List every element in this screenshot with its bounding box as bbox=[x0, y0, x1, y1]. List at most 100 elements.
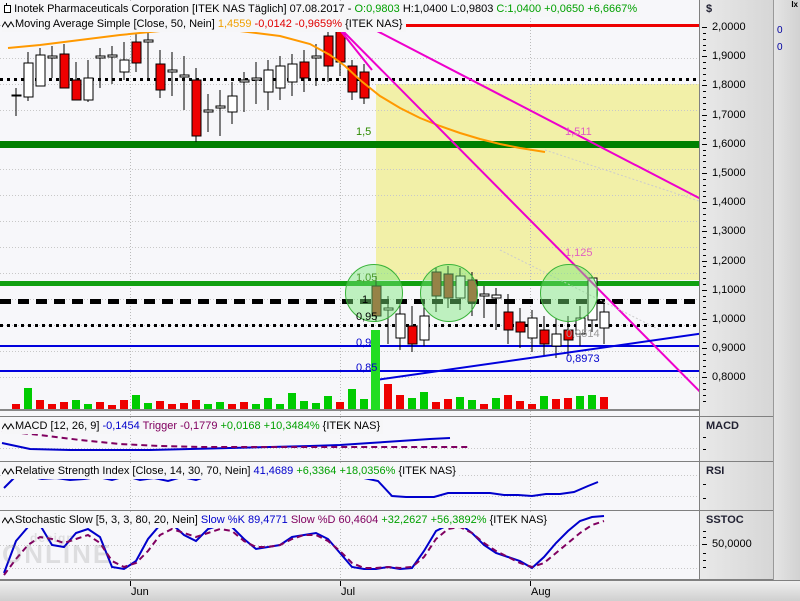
price-axis-minor-tick bbox=[703, 389, 706, 391]
price-axis-tick bbox=[702, 27, 707, 28]
ma-name: Moving Average Simple bbox=[15, 18, 131, 30]
macd-panel[interactable]: MACD [12, 26, 9] -0,1454 Trigger -0,1779… bbox=[0, 417, 726, 462]
instrument-header[interactable]: Inotek Pharmaceuticals Corporation [ITEK… bbox=[0, 2, 726, 17]
macd-trigger-label: Trigger bbox=[142, 420, 178, 432]
price-axis-minor-tick bbox=[703, 161, 706, 163]
support-line-0_9 bbox=[0, 345, 726, 347]
price-axis-minor-tick bbox=[703, 307, 706, 309]
stub-tick-0-b: 0 bbox=[777, 42, 783, 53]
price-axis-tick bbox=[702, 260, 707, 262]
price-axis-tick bbox=[702, 319, 707, 320]
high-value: H:1,0400 bbox=[402, 3, 448, 15]
change-percent: +6,6667% bbox=[587, 3, 638, 15]
support-line-0_85 bbox=[0, 370, 726, 372]
price-chart-canvas bbox=[0, 17, 726, 416]
price-axis-minor-tick bbox=[703, 208, 706, 210]
macd-change-percent: +10,3484% bbox=[263, 420, 320, 432]
stochastic-axis[interactable]: SSTOC 50,0000 bbox=[699, 511, 774, 580]
price-axis-minor-tick bbox=[703, 102, 706, 104]
price-axis[interactable]: $ 2,0000 1,9000 1,8000 1,7000 1,6000 1,5000 1,… bbox=[699, 0, 774, 417]
price-axis-label: 0,9000 bbox=[712, 342, 746, 355]
price-axis-minor-tick bbox=[703, 295, 706, 297]
ma-value: 1,4559 bbox=[217, 18, 252, 30]
price-axis-minor-tick bbox=[703, 120, 706, 122]
moving-average-header[interactable]: Moving Average Simple [Close, 50, Nein] … bbox=[0, 17, 726, 32]
price-level-label: 0,9 bbox=[356, 337, 372, 349]
price-level-label: 1 bbox=[362, 294, 369, 306]
price-axis-tick bbox=[702, 231, 707, 233]
watermark-online: ONLINE bbox=[2, 539, 113, 569]
price-axis-minor-tick bbox=[703, 91, 706, 93]
signal-marker-2[interactable] bbox=[420, 264, 478, 322]
signal-marker-1[interactable] bbox=[345, 264, 403, 322]
watermark-design: design bbox=[30, 531, 75, 545]
macd-axis[interactable]: MACD bbox=[699, 417, 774, 462]
price-axis-label: 2,0000 bbox=[712, 21, 746, 33]
price-axis-minor-tick bbox=[703, 237, 706, 239]
sstoc-name: Stochastic Slow bbox=[15, 514, 93, 526]
price-axis-minor-tick bbox=[703, 155, 706, 157]
price-axis-minor-tick bbox=[703, 336, 706, 338]
price-axis-minor-tick bbox=[703, 190, 706, 192]
sstoc-source: {ITEK NAS} bbox=[489, 514, 548, 526]
signal-marker-3[interactable] bbox=[540, 264, 598, 322]
candlestick-icon bbox=[2, 3, 11, 13]
price-level-label: 0,9514 bbox=[566, 328, 600, 340]
rsi-change-percent: +18,0356% bbox=[339, 465, 396, 477]
quote-date: 07.08.2017 bbox=[289, 3, 345, 15]
price-axis-minor-tick bbox=[703, 342, 706, 344]
wave-icon bbox=[2, 421, 15, 431]
price-axis-minor-tick bbox=[703, 219, 706, 221]
price-axis-minor-tick bbox=[703, 354, 706, 356]
stochastic-header[interactable]: Stochastic Slow [5, 3, 3, 80, 20, Nein] … bbox=[0, 513, 726, 528]
price-axis-minor-tick bbox=[703, 167, 706, 169]
macd-trigger-value: -0,1779 bbox=[180, 420, 218, 432]
instrument-symbol: [ITEK NAS Täglich] bbox=[192, 3, 287, 15]
date-axis-label: Jun bbox=[131, 586, 149, 598]
price-panel[interactable]: 1,5 1,511 1,125 1,05 1 0,95 0,9514 0,9 0,8973 0,8… bbox=[0, 0, 726, 417]
price-axis-label: 1,5000 bbox=[712, 167, 746, 179]
price-axis-label: 1,9000 bbox=[712, 50, 746, 63]
macd-axis-label: MACD bbox=[706, 420, 739, 432]
sstoc-change-absolute: +32,2627 bbox=[381, 514, 428, 526]
close-value: C:1,0400 bbox=[496, 3, 542, 15]
date-axis-tick bbox=[130, 581, 131, 586]
macd-value: -0,1454 bbox=[102, 420, 140, 432]
wave-icon bbox=[2, 19, 15, 29]
price-axis-minor-tick bbox=[703, 371, 706, 373]
resistance-line-1_5 bbox=[0, 141, 726, 148]
stub-tick-0-a: 0 bbox=[777, 25, 783, 36]
price-axis-minor-tick bbox=[703, 330, 706, 332]
stochastic-panel[interactable]: design ONLINE Stochastic Slow [5, 3, 3, … bbox=[0, 511, 726, 580]
rsi-axis-label: RSI bbox=[706, 465, 725, 477]
date-axis[interactable]: Jun Jul Aug bbox=[0, 580, 800, 601]
rsi-panel[interactable]: Relative Strength Index [Close, 14, 30, … bbox=[0, 462, 726, 511]
price-axis-tick bbox=[702, 348, 707, 350]
price-axis-minor-tick bbox=[703, 97, 706, 99]
price-level-label: 0,95 bbox=[356, 311, 378, 323]
price-axis-minor-tick bbox=[703, 383, 706, 385]
rsi-axis[interactable]: RSI bbox=[699, 462, 774, 511]
low-value: L:0,9803 bbox=[450, 3, 494, 15]
price-axis-minor-tick bbox=[703, 283, 706, 285]
date-axis-tick bbox=[340, 581, 341, 586]
macd-header[interactable]: MACD [12, 26, 9] -0,1454 Trigger -0,1779… bbox=[0, 419, 726, 434]
price-axis-minor-tick bbox=[703, 213, 706, 215]
ma-source: {ITEK NAS} bbox=[345, 18, 403, 30]
price-axis-label: 1,0000 bbox=[712, 313, 746, 325]
price-axis-minor-tick bbox=[703, 178, 706, 180]
price-axis-label: 1,2000 bbox=[712, 254, 746, 267]
rsi-header[interactable]: Relative Strength Index [Close, 14, 30, … bbox=[0, 464, 726, 479]
sstoc-params: [5, 3, 3, 80, 20, Nein] bbox=[95, 514, 198, 526]
date-axis-tick bbox=[530, 581, 531, 586]
macd-params: [12, 26, 9] bbox=[50, 420, 100, 432]
price-axis-minor-tick bbox=[703, 108, 706, 110]
ma-change-percent: -0,9659% bbox=[294, 18, 343, 30]
price-axis-minor-tick bbox=[703, 32, 706, 34]
price-axis-minor-tick bbox=[703, 359, 706, 361]
rsi-source: {ITEK NAS} bbox=[398, 465, 456, 477]
secondary-axis-stub[interactable]: Ix 0 0 bbox=[773, 0, 800, 580]
price-axis-minor-tick bbox=[703, 149, 706, 151]
ma-legend-line bbox=[348, 24, 726, 27]
price-axis-tick bbox=[702, 114, 707, 116]
